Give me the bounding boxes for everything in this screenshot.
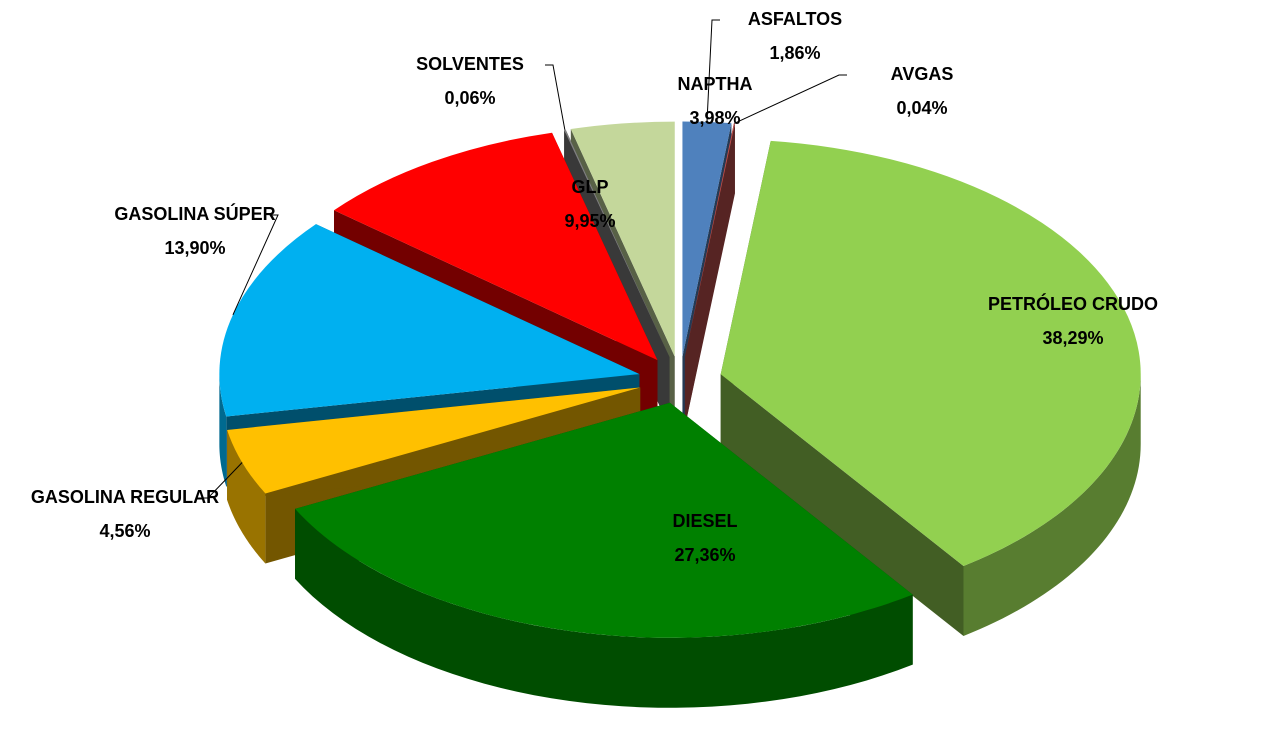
slice-side (720, 374, 964, 636)
leader-line (734, 74, 847, 124)
data-label-value: 0,06% (444, 88, 495, 108)
slice-top (684, 123, 735, 357)
data-label-value: 1,86% (769, 43, 820, 63)
slice-side (684, 123, 735, 427)
data-label-value: 0,04% (896, 98, 947, 118)
slice-wall (963, 374, 1141, 636)
leader-line (706, 19, 720, 122)
data-label-name: SOLVENTES (416, 54, 524, 74)
slice (295, 402, 913, 708)
slice-top (334, 132, 658, 361)
slice-top (295, 402, 913, 638)
data-label-name: PETRÓLEO CRUDO (988, 293, 1158, 314)
slice-wall (227, 429, 266, 564)
data-label-name: ASFALTOS (748, 9, 842, 29)
data-label-value: 38,29% (1042, 328, 1103, 348)
slice-top (720, 140, 1141, 566)
data-label-value: 9,95% (564, 211, 615, 231)
data-label-value: 27,36% (674, 545, 735, 565)
data-label-name: GASOLINA REGULAR (31, 487, 219, 507)
slice-top (564, 129, 670, 358)
slice-wall (295, 508, 913, 708)
slice-wall (219, 374, 227, 487)
slice-top (219, 224, 640, 417)
leader-line (545, 64, 566, 130)
data-label-value: 13,90% (164, 238, 225, 258)
leader-line (232, 214, 279, 315)
data-label-value: 3,98% (689, 108, 740, 128)
leader-line (200, 462, 243, 499)
slice-top (227, 387, 641, 494)
data-label-name: GASOLINA SÚPER (114, 203, 275, 224)
slice-top (570, 121, 675, 357)
data-label-value: 4,56% (99, 521, 150, 541)
slice (720, 140, 1141, 636)
data-label-name: AVGAS (891, 64, 954, 84)
slice-top (682, 121, 732, 357)
data-label-name: DIESEL (672, 511, 737, 531)
slice (684, 123, 735, 427)
data-label-name: NAPTHA (678, 74, 753, 94)
data-label-name: GLP (571, 177, 608, 197)
